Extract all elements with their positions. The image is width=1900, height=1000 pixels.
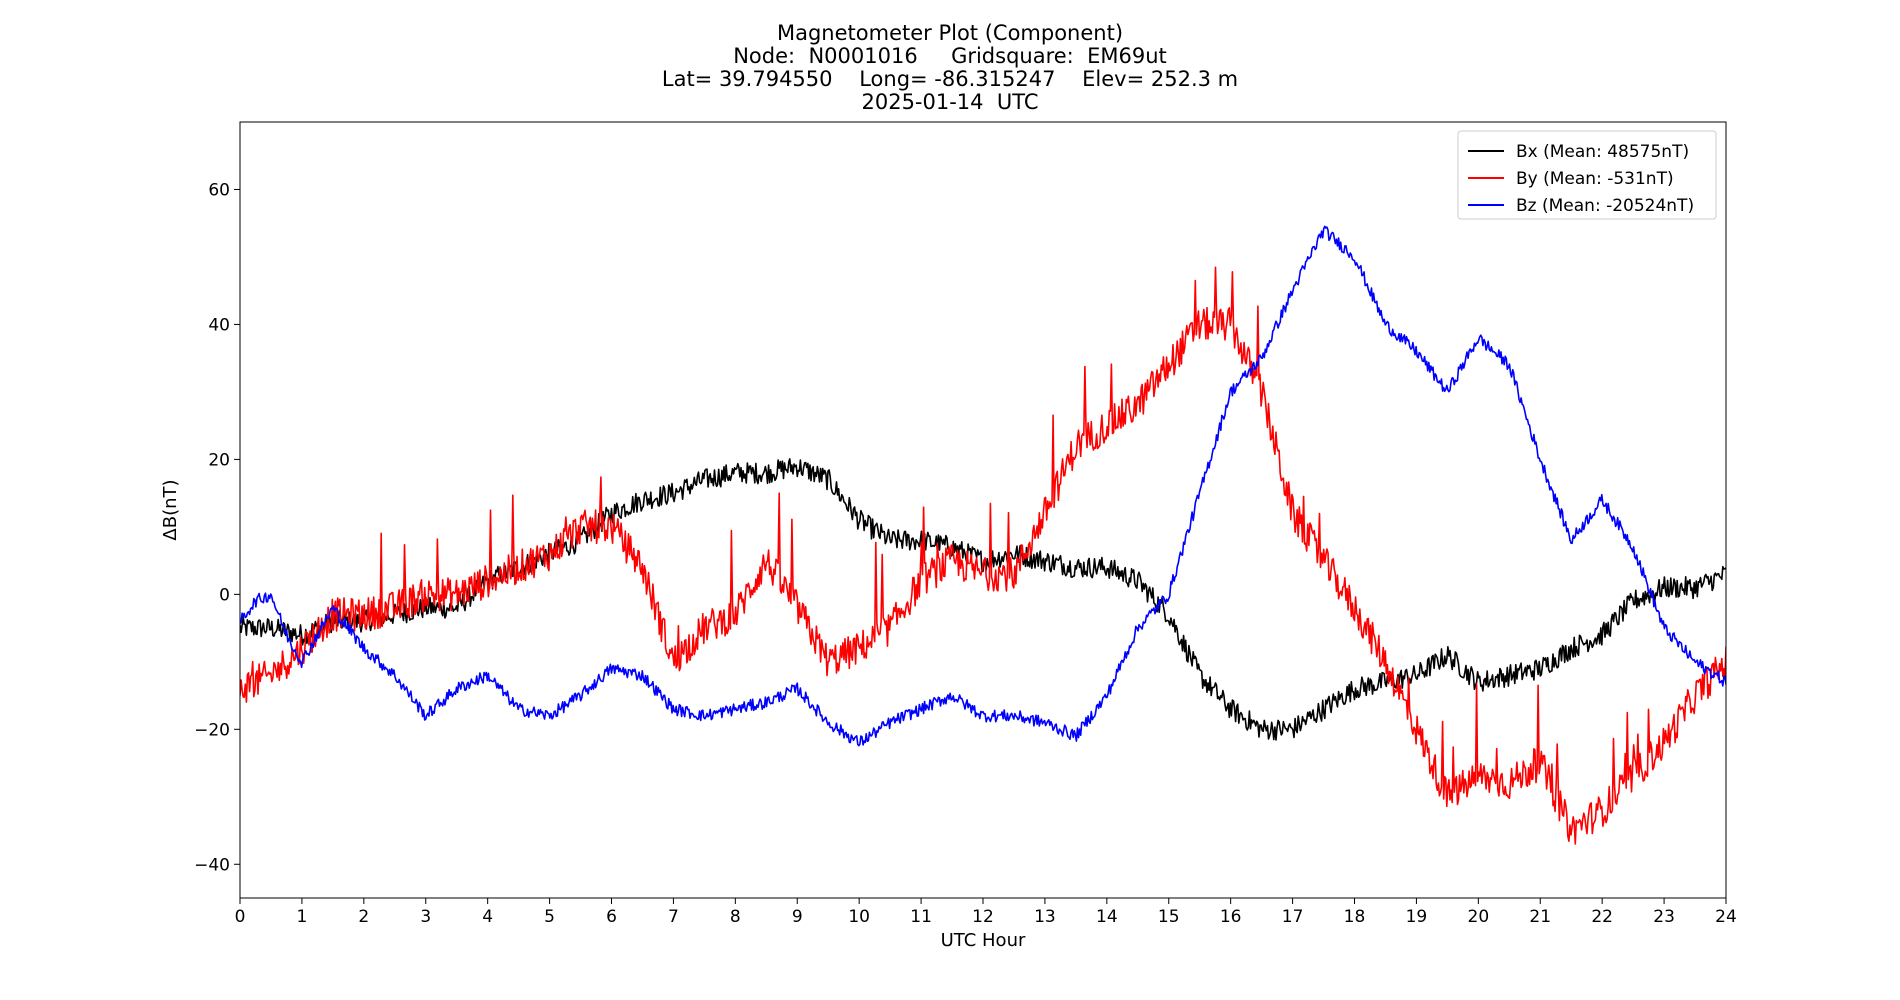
- series-layer: [240, 225, 1726, 845]
- series-line-1: [240, 458, 1726, 741]
- y-tick-label: −20: [194, 720, 230, 740]
- series-line-2: [240, 266, 1726, 845]
- y-axis: −40 −20 0 20 40 60: [194, 180, 240, 875]
- x-tick-label: 14: [1096, 907, 1118, 927]
- x-tick-label: 6: [606, 907, 617, 927]
- x-tick-label: 18: [1344, 907, 1366, 927]
- x-tick-label: 8: [730, 907, 741, 927]
- y-tick-label: −40: [194, 855, 230, 875]
- y-tick-label: 0: [219, 585, 230, 605]
- x-tick-label: 7: [668, 907, 679, 927]
- x-tick-label: 16: [1220, 907, 1242, 927]
- x-tick-label: 9: [792, 907, 803, 927]
- legend-box: [1457, 130, 1717, 220]
- title-line-1: Magnetometer Plot (Component): [776, 21, 1124, 45]
- x-tick-label: 3: [420, 907, 431, 927]
- legend-entry: By (Mean: -531nT): [1516, 169, 1674, 189]
- x-tick-label: 0: [235, 907, 246, 927]
- x-tick-label: 19: [1406, 907, 1428, 927]
- x-tick-label: 10: [848, 907, 870, 927]
- chart-title: Magnetometer Plot (Component) Node: N000…: [0, 22, 1900, 114]
- x-tick-label: 22: [1591, 907, 1613, 927]
- title-line-3: Lat= 39.794550 Long= -86.315247 Elev= 25…: [661, 67, 1239, 91]
- legend: Bx (Mean: 48575nT) By (Mean: -531nT) Bz (M…: [1457, 130, 1717, 220]
- x-tick-label: 17: [1282, 907, 1304, 927]
- x-tick-label: 11: [910, 907, 932, 927]
- title-line-2: Node: N0001016 Gridsquare: EM69ut: [733, 44, 1167, 68]
- y-tick-label: 40: [208, 315, 230, 335]
- x-tick-label: 2: [358, 907, 369, 927]
- x-tick-label: 15: [1158, 907, 1180, 927]
- x-axis: 0 1 2 3 4 5 6 7 8 9 10 11 12 13 14 15 16 17 18 19 20 21 22 23 24: [235, 898, 1737, 927]
- y-axis-label: ΔB(nT): [160, 479, 181, 540]
- x-tick-label: 20: [1468, 907, 1490, 927]
- series-line-3: [240, 225, 1726, 747]
- legend-entry: Bx (Mean: 48575nT): [1516, 142, 1689, 162]
- x-tick-label: 5: [544, 907, 555, 927]
- x-tick-label: 4: [482, 907, 493, 927]
- legend-entry: Bz (Mean: -20524nT): [1516, 196, 1694, 216]
- x-tick-label: 23: [1653, 907, 1675, 927]
- title-line-4: 2025-01-14 UTC: [861, 90, 1039, 114]
- x-axis-label: UTC Hour: [941, 930, 1026, 951]
- x-tick-label: 1: [297, 907, 308, 927]
- x-tick-label: 21: [1529, 907, 1551, 927]
- x-tick-label: 24: [1715, 907, 1737, 927]
- x-tick-label: 12: [972, 907, 994, 927]
- x-tick-label: 13: [1034, 907, 1056, 927]
- y-tick-label: 60: [208, 180, 230, 200]
- y-tick-label: 20: [208, 450, 230, 470]
